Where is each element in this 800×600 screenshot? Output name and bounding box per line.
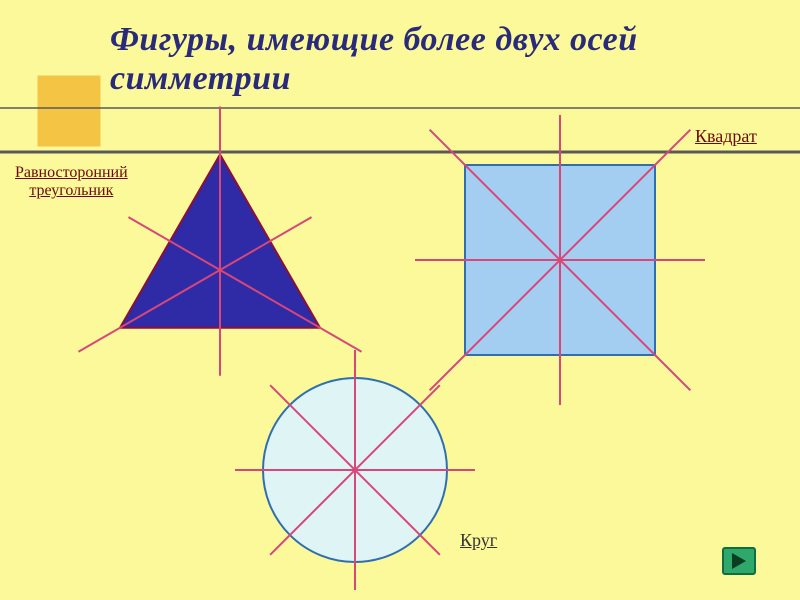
slide-title: Фигуры, имеющие более двух осей симметри… [110, 20, 670, 98]
label-circle: Круг [460, 530, 497, 551]
arrow-right-icon [722, 547, 756, 575]
next-slide-button[interactable] [720, 545, 758, 577]
label-square: Квадрат [695, 126, 757, 147]
slide-canvas: Фигуры, имеющие более двух осей симметри… [0, 0, 800, 600]
label-triangle: Равносторонний треугольник [15, 164, 128, 201]
